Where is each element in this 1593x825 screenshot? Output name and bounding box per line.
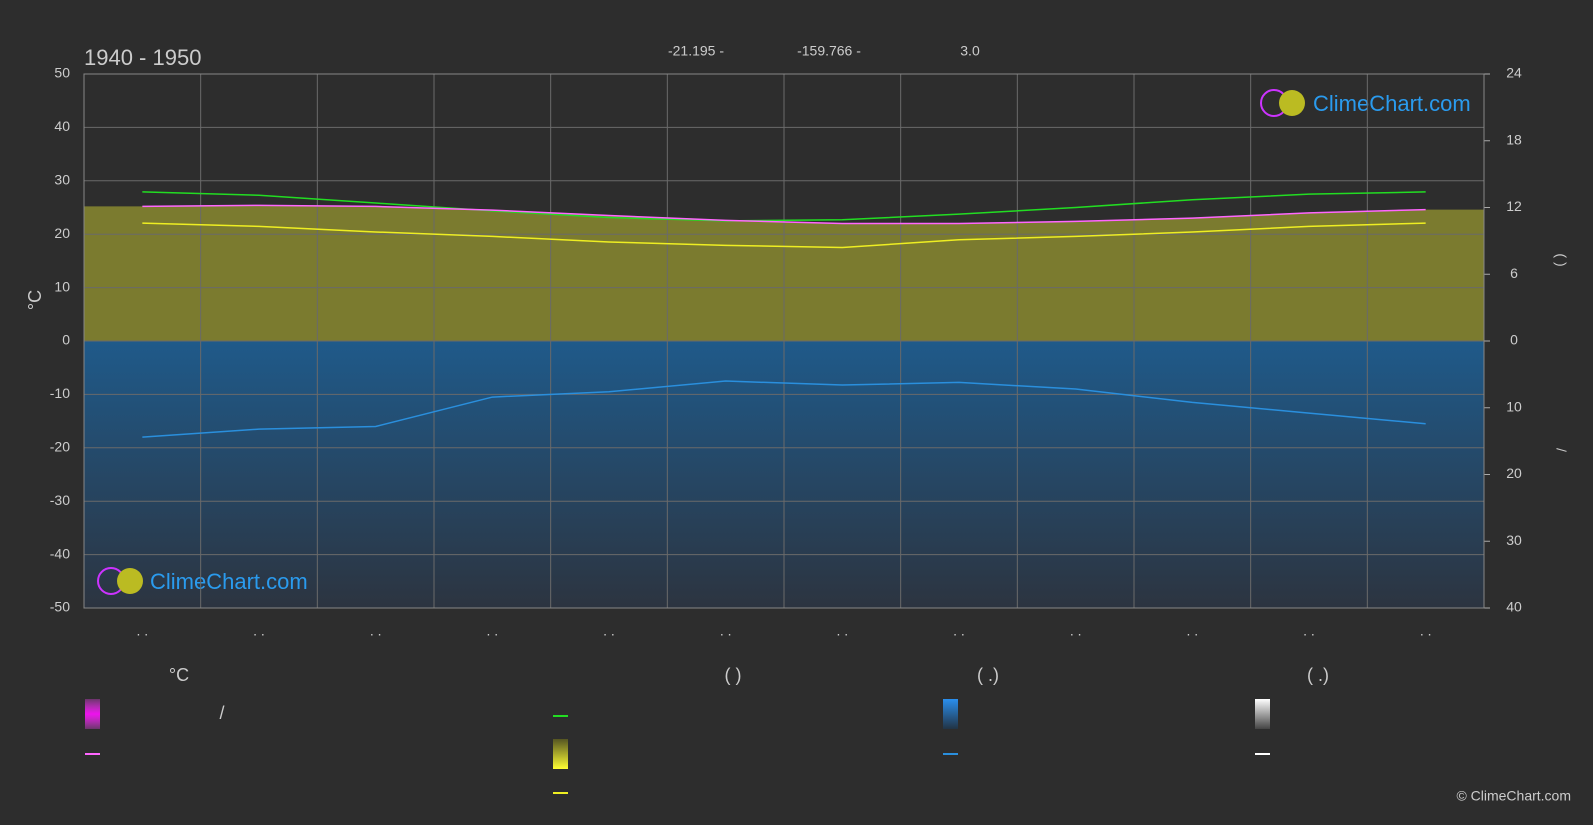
y-tick-label: -30 [50,492,70,508]
y3-axis-label: / [1553,448,1569,452]
y3-tick-label: 20 [1506,465,1522,481]
x-tick-label: . . [836,623,848,639]
y-tick-label: -10 [50,385,70,401]
series-line [142,204,1426,225]
header-elevation: 3.0 [960,43,980,59]
series-line [142,222,1426,249]
plot-frame [83,73,1485,609]
x-tick-label: . . [1070,623,1082,639]
y-tick-label: 50 [54,65,70,81]
y2-tick-label: 12 [1506,198,1522,214]
x-tick-label: . . [1420,623,1432,639]
legend-header: °C [169,665,189,685]
legend-swatch [553,739,568,769]
y-tick-label: 30 [54,172,70,188]
legend-swatch [943,699,958,729]
y-tick-label: 40 [54,118,70,134]
logo-sun [1279,90,1305,116]
x-tick-label: . . [253,623,265,639]
copyright: © ClimeChart.com [1456,788,1571,804]
x-tick-label: . . [720,623,732,639]
y-tick-label: 0 [62,332,70,348]
x-tick-label: . . [603,623,615,639]
x-tick-label: . . [370,623,382,639]
y2-tick-label: 6 [1510,265,1518,281]
legend-header: ( .) [1307,665,1329,685]
logo-bottom: ClimeChart.com [97,567,308,595]
logo-sun [117,568,143,594]
logo-top: ClimeChart.com [1260,89,1471,117]
series-line [142,191,1426,222]
legend-text: / [219,703,224,723]
x-tick-label: . . [1186,623,1198,639]
legend-header: ( ) [725,665,742,685]
y2-tick-label: 24 [1506,65,1522,81]
legend-header: ( .) [977,665,999,685]
legend-swatch [85,699,100,729]
y-axis-label: °C [25,290,45,310]
chart-title: 1940 - 1950 [84,45,201,70]
y-tick-label: 10 [54,278,70,294]
y-tick-label: -20 [50,439,70,455]
y2-tick-label: 0 [1510,332,1518,348]
y-tick-label: -50 [50,599,70,615]
y2-tick-label: 18 [1506,131,1522,147]
y3-tick-label: 40 [1506,599,1522,615]
x-tick-label: . . [486,623,498,639]
y2-axis-label: ( ) [1553,253,1569,266]
x-tick-label: . . [1303,623,1315,639]
logo-text: ClimeChart.com [1313,91,1471,116]
x-tick-label: . . [136,623,148,639]
header-longitude: -159.766 - [797,43,861,59]
y3-tick-label: 10 [1506,398,1522,414]
header-latitude: -21.195 - [668,43,724,59]
y-tick-label: 20 [54,225,70,241]
logo-text: ClimeChart.com [150,569,308,594]
x-tick-label: . . [953,623,965,639]
y-tick-label: -40 [50,545,70,561]
y3-tick-label: 30 [1506,532,1522,548]
series-line [142,380,1426,438]
legend-swatch [1255,699,1270,729]
